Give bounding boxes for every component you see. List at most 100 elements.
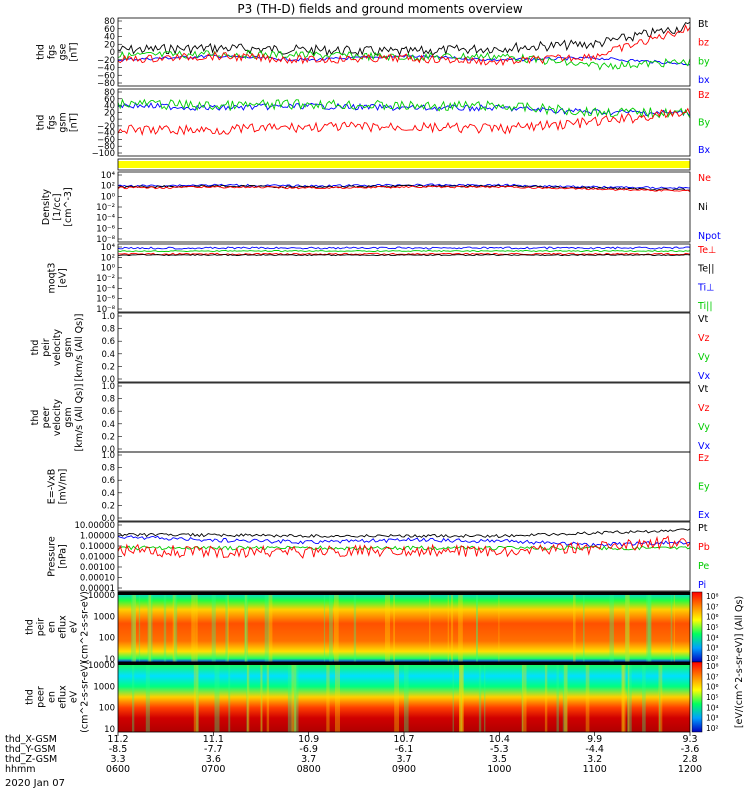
colorbar-tick: 10⁷ xyxy=(706,672,719,681)
legend-Pt: Pt xyxy=(698,523,708,534)
y-tick-label: 10⁻⁴ xyxy=(96,284,115,294)
spectrogram-streak xyxy=(173,592,178,662)
spectrogram-streak xyxy=(658,662,663,732)
x-tick-value: 0700 xyxy=(201,764,225,775)
x-tick-value: -3.6 xyxy=(681,744,700,755)
spectrogram-streak xyxy=(335,662,340,732)
spectrogram-streak xyxy=(670,592,673,662)
spectrogram-streak xyxy=(625,592,630,662)
panel-ve: thdpeervelocitygsm[km/s (All Qs)] 1.0 0.8 0… xyxy=(30,382,710,455)
y-tick-label: 0.0 xyxy=(101,445,115,455)
legend-Bx: Bx xyxy=(698,145,711,156)
y-tick-label: 10⁴ xyxy=(101,243,116,253)
spectrogram-streak xyxy=(294,662,299,732)
y-tick-label: 10⁻² xyxy=(96,274,115,284)
x-tick-value: 3.7 xyxy=(396,754,411,765)
x-tick-value: 3.5 xyxy=(492,754,507,765)
colorbar-tick: 10² xyxy=(706,724,719,733)
y-tick-label: 0.4 xyxy=(101,489,115,499)
spectrogram-streak xyxy=(673,592,675,662)
panel-ylabel: Density[1/cc][cm^-3] xyxy=(41,187,74,226)
spectrogram-streak xyxy=(459,662,462,732)
colorbar-tick: 10² xyxy=(706,654,719,663)
legend-Vt: Vt xyxy=(698,384,708,395)
panel-ylabel: moqt3[eV] xyxy=(47,263,69,294)
spectrogram-streak xyxy=(646,592,651,662)
y-tick-label: −60 xyxy=(97,135,115,145)
panel-ion_spec: thdpeirenefluxeV(cm^2-s-sr-eV)10000 1000 1… xyxy=(25,591,691,665)
panel-density: Density[1/cc][cm^-3]10⁴10²10⁰10⁻²10⁻⁴10⁻… xyxy=(41,171,721,245)
legend-Vx: Vx xyxy=(698,441,710,452)
series-Bx xyxy=(117,102,691,117)
colorbar-tick: 10⁶ xyxy=(706,683,719,692)
colorbar-scale xyxy=(691,661,703,733)
panel-pressure: Pressure[nPa] 10.000001.000000.100000.010… xyxy=(47,521,710,594)
legend-Vy: Vy xyxy=(698,422,710,433)
y-tick-label: 0.6 xyxy=(101,476,115,486)
y-tick-label: 0.00010 xyxy=(80,574,115,584)
y-tick-label: 10⁻⁸ xyxy=(96,305,115,315)
legend-Ne: Ne xyxy=(698,173,711,184)
spectrogram-streak xyxy=(227,592,229,662)
spectrogram-streak xyxy=(478,662,482,732)
y-tick-label: 10² xyxy=(101,253,115,263)
x-tick-value: 0900 xyxy=(392,764,416,775)
y-tick-label: 100 xyxy=(99,634,115,644)
spectrogram-streak xyxy=(459,662,464,732)
y-tick-label: −40 xyxy=(97,129,115,139)
colorbar-tick: 10⁷ xyxy=(706,602,719,611)
y-tick-label: 100 xyxy=(99,704,115,714)
y-tick-label: 10 xyxy=(104,655,115,665)
spectrogram-streak xyxy=(583,592,585,662)
y-tick-label: 0.01000 xyxy=(80,553,115,563)
spectrogram-streak xyxy=(621,662,625,732)
spectrogram-streak xyxy=(334,592,339,662)
spectrogram-streak xyxy=(163,592,167,662)
panel-frame xyxy=(117,382,691,453)
x-tick-value: 1100 xyxy=(583,764,607,775)
spectrogram-streak xyxy=(172,592,176,662)
y-tick-label: −100 xyxy=(92,149,115,159)
spectrogram-streak xyxy=(521,662,524,732)
spectrogram-streak xyxy=(268,592,273,662)
series-Pi xyxy=(117,535,690,548)
panel-ylabel: thdpeirvelocitygsm[km/s (All Qs)] xyxy=(30,314,85,382)
spectrogram-streak xyxy=(628,662,630,732)
x-tick-value: 0800 xyxy=(297,764,321,775)
spectrogram-streak xyxy=(244,592,249,662)
y-tick-label: −80 xyxy=(97,79,115,89)
y-tick-label: 10⁻⁸ xyxy=(96,235,115,245)
legend-by: by xyxy=(698,56,710,67)
x-tick-value: 3.7 xyxy=(301,754,316,765)
spectrogram-streak xyxy=(627,662,632,732)
y-tick-label: 10⁰ xyxy=(101,192,116,202)
colorbar-scale xyxy=(691,591,703,663)
spectrogram-streak xyxy=(132,592,136,662)
spectrogram-streak xyxy=(385,592,390,662)
spectrogram-streak xyxy=(138,592,141,662)
panel-frame xyxy=(117,158,691,171)
spectrogram-streak xyxy=(211,592,216,662)
legend-Ti||: Ti|| xyxy=(697,301,713,312)
spectrogram-streak xyxy=(585,662,590,732)
spectrogram-image xyxy=(118,662,690,732)
panel-efield: E=-VxB[mV/m] 1.0 0.8 0.6 0.4 0.2 0.0 Ez Ey Ex xyxy=(47,451,711,524)
x-tick-value: 3.2 xyxy=(587,754,602,765)
spectrogram-streak xyxy=(498,592,500,662)
spectrogram-streak xyxy=(659,662,661,732)
y-tick-label: 10⁻⁶ xyxy=(96,295,115,305)
y-tick-label: 0.0 xyxy=(101,375,115,385)
spectrogram-streak xyxy=(353,592,357,662)
panel-frame xyxy=(117,521,691,592)
spectrogram-streak xyxy=(329,592,333,662)
x-tick-value: 3.6 xyxy=(206,754,221,765)
x-axis-labels: thd_X-GSMthd_Y-GSMthd_Z-GSMhhmm11.2-8.53… xyxy=(5,732,702,775)
spectrogram-streak xyxy=(266,662,270,732)
x-tick-value: 9.9 xyxy=(587,734,602,745)
x-tick-value: 1200 xyxy=(678,764,702,775)
y-tick-label: −20 xyxy=(97,56,115,66)
x-tick-value: -7.7 xyxy=(204,744,223,755)
y-tick-label: 0.00100 xyxy=(80,563,115,573)
series-Bz xyxy=(117,107,691,136)
panel-ylabel: thdpeirenefluxeV(cm^2-s-sr-eV) xyxy=(25,591,91,663)
